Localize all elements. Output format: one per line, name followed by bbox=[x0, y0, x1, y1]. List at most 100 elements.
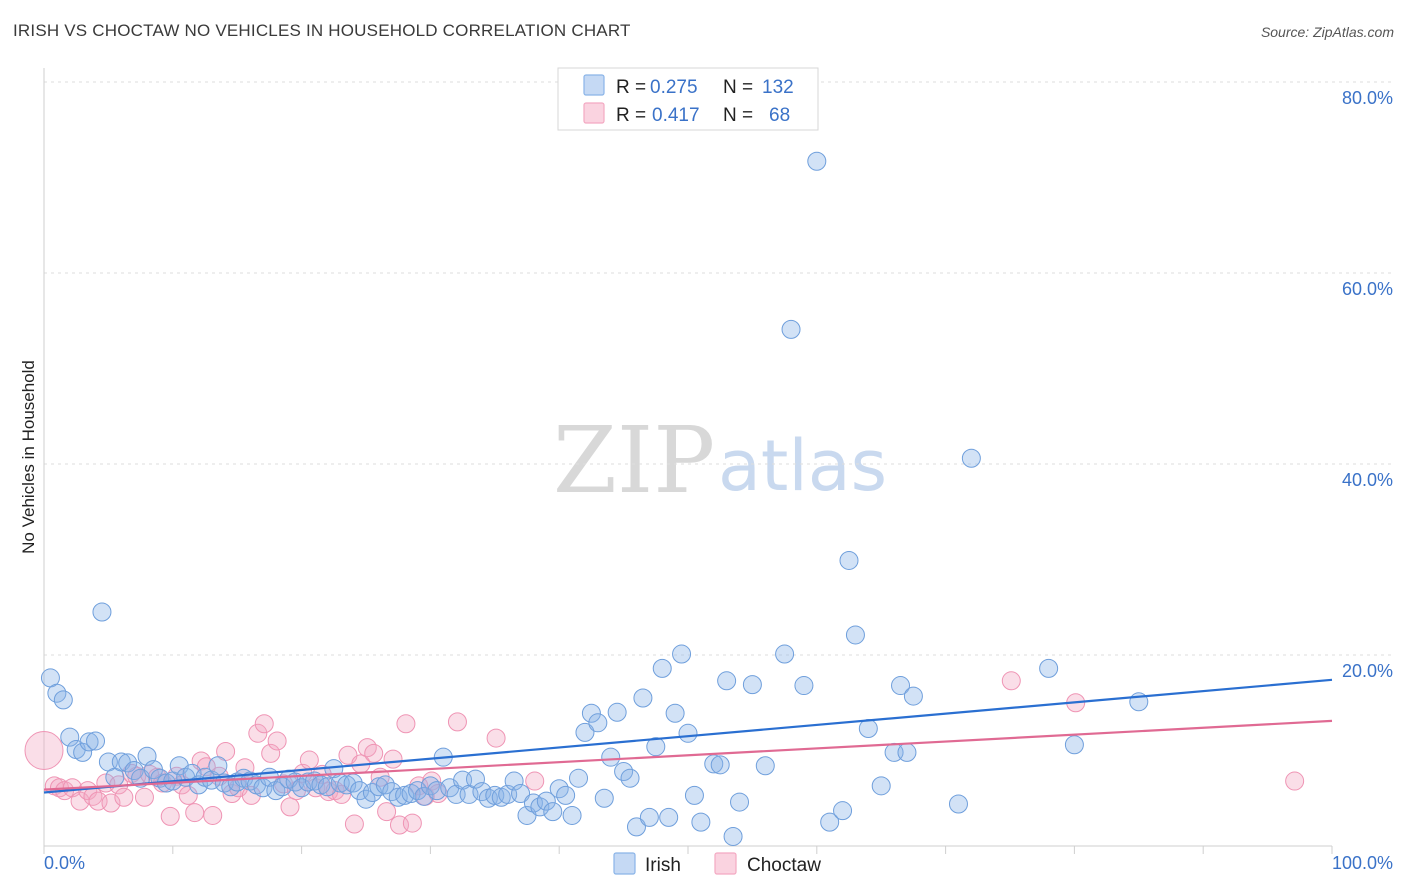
data-point-irish bbox=[807, 151, 827, 171]
data-point-irish bbox=[504, 771, 524, 791]
watermark: ZIP atlas bbox=[553, 407, 887, 514]
data-point-irish bbox=[543, 802, 563, 822]
data-point-irish bbox=[395, 785, 415, 805]
data-point-irish bbox=[562, 805, 582, 825]
data-point-choctaw bbox=[402, 813, 422, 833]
data-point-irish bbox=[775, 644, 795, 664]
source-credit: Source: ZipAtlas.com bbox=[1260, 24, 1394, 40]
data-point-irish bbox=[794, 676, 814, 696]
data-point-irish bbox=[678, 723, 698, 743]
data-point-irish bbox=[414, 786, 434, 806]
data-point-choctaw bbox=[24, 731, 64, 770]
data-point-irish bbox=[79, 732, 99, 752]
legend-irish-r-value: 0.275 bbox=[650, 77, 698, 98]
y-axis-title: No Vehicles in Household bbox=[19, 360, 38, 554]
data-point-irish bbox=[820, 812, 840, 832]
data-point-irish bbox=[755, 756, 775, 776]
chart-title: IRISH VS CHOCTAW NO VEHICLES IN HOUSEHOL… bbox=[13, 21, 631, 40]
bottom-legend-irish: Irish bbox=[645, 855, 681, 876]
data-point-irish bbox=[446, 784, 466, 804]
data-point-choctaw bbox=[1285, 771, 1305, 791]
data-point-irish bbox=[1064, 735, 1084, 755]
bottom-legend-choctaw: Choctaw bbox=[747, 855, 821, 876]
data-point-irish bbox=[730, 792, 750, 812]
y-axis-tick-labels: 20.0% 40.0% 60.0% 80.0% bbox=[1342, 88, 1393, 681]
data-point-irish bbox=[723, 826, 743, 846]
legend-choctaw-r-label: R = bbox=[616, 105, 646, 126]
data-point-choctaw bbox=[261, 743, 281, 763]
data-point-choctaw bbox=[160, 806, 180, 826]
data-point-choctaw bbox=[299, 750, 319, 770]
data-point-irish bbox=[317, 777, 337, 797]
data-point-irish bbox=[781, 319, 801, 339]
y-tick-label: 40.0% bbox=[1342, 470, 1393, 490]
data-point-irish bbox=[588, 713, 608, 733]
data-point-irish bbox=[639, 807, 659, 827]
bottom-legend-swatch-choctaw bbox=[714, 852, 737, 875]
data-point-irish bbox=[569, 768, 589, 788]
data-point-irish bbox=[646, 737, 666, 757]
data-point-irish bbox=[73, 742, 93, 762]
data-point-irish bbox=[626, 817, 646, 837]
data-point-irish bbox=[717, 671, 737, 691]
data-point-choctaw bbox=[1001, 671, 1021, 691]
data-point-irish bbox=[710, 755, 730, 775]
data-point-choctaw bbox=[364, 743, 384, 763]
data-point-irish bbox=[581, 703, 601, 723]
data-point-irish bbox=[556, 785, 576, 805]
data-point-choctaw bbox=[101, 793, 121, 813]
data-point-irish bbox=[659, 807, 679, 827]
data-point-irish bbox=[465, 769, 485, 789]
data-point-irish bbox=[858, 719, 878, 739]
data-point-irish bbox=[684, 785, 704, 805]
data-point-irish bbox=[511, 783, 531, 803]
data-point-irish bbox=[536, 791, 556, 811]
x-tick-label-min: 0.0% bbox=[44, 853, 85, 873]
bottom-legend-swatch-irish bbox=[613, 852, 636, 875]
data-point-irish bbox=[124, 761, 144, 781]
data-point-irish bbox=[665, 703, 685, 723]
data-point-irish bbox=[633, 688, 653, 708]
data-point-irish bbox=[871, 776, 891, 796]
data-point-irish bbox=[92, 602, 112, 622]
data-point-irish bbox=[833, 801, 853, 821]
data-point-irish bbox=[620, 768, 640, 788]
data-point-choctaw bbox=[254, 714, 274, 734]
data-point-irish bbox=[208, 756, 228, 776]
legend-choctaw-n-label: N = bbox=[723, 105, 753, 126]
data-point-irish bbox=[388, 787, 408, 807]
data-point-choctaw bbox=[383, 749, 403, 769]
y-tick-label: 80.0% bbox=[1342, 88, 1393, 108]
data-point-irish bbox=[607, 702, 627, 722]
series-irish-points bbox=[40, 151, 1149, 846]
data-point-irish bbox=[961, 448, 981, 468]
data-point-irish bbox=[845, 625, 865, 645]
data-point-irish bbox=[839, 550, 859, 570]
x-tick-label-max: 100.0% bbox=[1332, 853, 1393, 873]
data-point-choctaw bbox=[241, 785, 261, 805]
data-point-choctaw bbox=[344, 814, 364, 834]
y-tick-label: 20.0% bbox=[1342, 661, 1393, 681]
legend-choctaw-r-value: 0.417 bbox=[652, 105, 700, 126]
legend-irish-r-label: R = bbox=[616, 77, 646, 98]
data-point-irish bbox=[86, 731, 106, 751]
watermark-zip: ZIP bbox=[553, 407, 715, 514]
data-point-choctaw bbox=[203, 805, 223, 825]
data-point-irish bbox=[1039, 658, 1059, 678]
data-point-choctaw bbox=[486, 728, 506, 748]
watermark-atlas: atlas bbox=[718, 425, 887, 507]
data-point-choctaw bbox=[267, 731, 287, 751]
data-point-irish bbox=[891, 676, 911, 696]
legend-swatch-choctaw bbox=[583, 102, 605, 124]
data-point-irish bbox=[691, 812, 711, 832]
data-point-choctaw bbox=[248, 723, 268, 743]
data-point-irish bbox=[601, 747, 621, 767]
data-point-choctaw bbox=[134, 787, 154, 807]
data-point-irish bbox=[903, 686, 923, 706]
trend-line-irish bbox=[43, 678, 1333, 794]
stats-legend: R = 0.275 N = 132 R = 0.417 N = 68 bbox=[557, 67, 819, 131]
y-tick-label: 60.0% bbox=[1342, 279, 1393, 299]
data-point-irish bbox=[897, 742, 917, 762]
legend-irish-n-label: N = bbox=[723, 77, 753, 98]
data-point-irish bbox=[652, 658, 672, 678]
